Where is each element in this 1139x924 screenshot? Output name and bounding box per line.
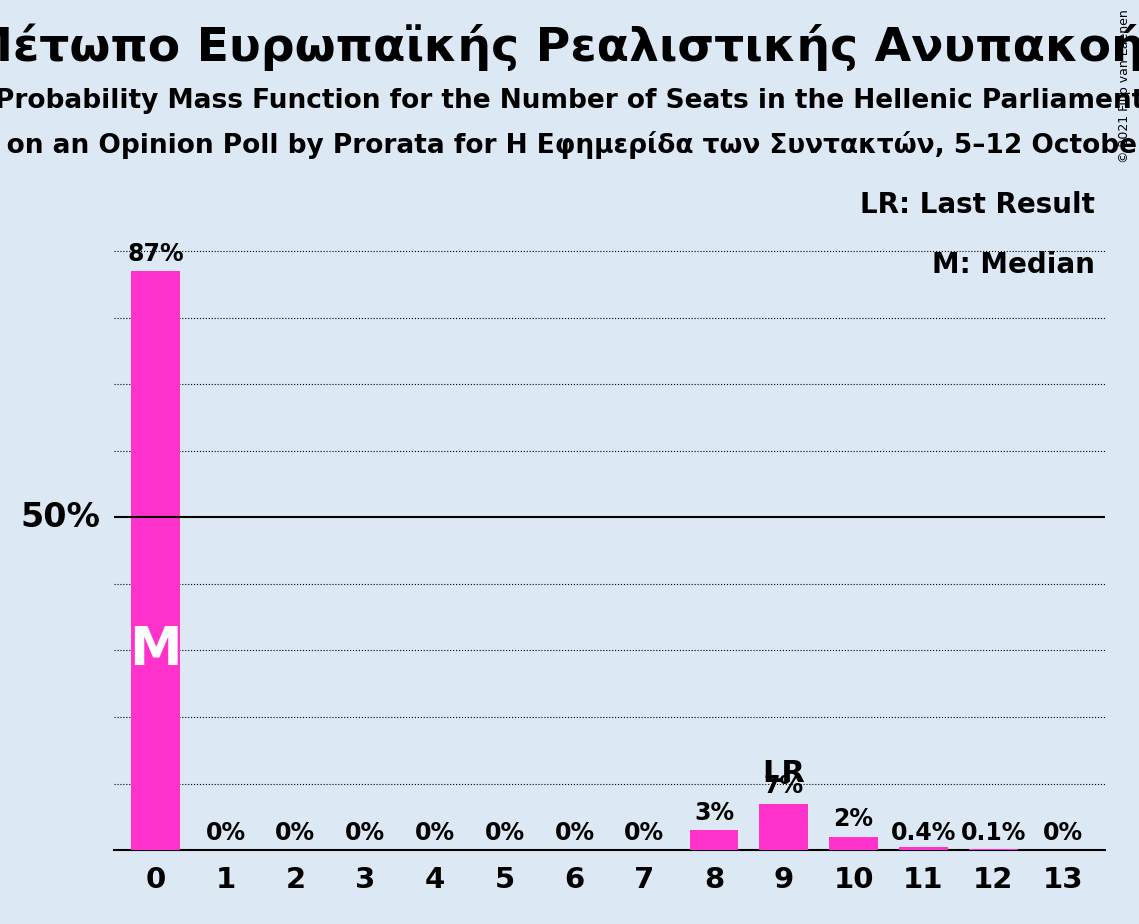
Bar [760, 804, 809, 850]
Bar [131, 272, 180, 850]
Text: 2%: 2% [834, 808, 874, 832]
Text: 0%: 0% [345, 821, 385, 845]
Text: 0.4%: 0.4% [891, 821, 956, 845]
Text: Based on an Opinion Poll by Prorata for Η Εφημερίδα των Συντακτών, 5–12 October : Based on an Opinion Poll by Prorata for … [0, 131, 1139, 159]
Text: 7%: 7% [764, 774, 804, 798]
Text: 0%: 0% [484, 821, 525, 845]
Text: 0%: 0% [1043, 821, 1083, 845]
Bar [899, 847, 948, 850]
Text: Μέτωπο Ευρωπαϊκής Ρεαλιστικής Ανυπακοής: Μέτωπο Ευρωπαϊκής Ρεαλιστικής Ανυπακοής [0, 23, 1139, 70]
Text: 0.1%: 0.1% [960, 821, 1026, 845]
Text: LR: Last Result: LR: Last Result [860, 191, 1095, 220]
Text: 0%: 0% [415, 821, 454, 845]
Text: © 2021 Filip van Laenen: © 2021 Filip van Laenen [1118, 9, 1131, 163]
Text: 87%: 87% [128, 242, 185, 266]
Text: 3%: 3% [694, 801, 735, 825]
Text: 50%: 50% [21, 501, 100, 534]
Text: 0%: 0% [205, 821, 246, 845]
Text: LR: LR [762, 760, 805, 788]
Bar [689, 830, 738, 850]
Bar [829, 837, 878, 850]
Text: Probability Mass Function for the Number of Seats in the Hellenic Parliament: Probability Mass Function for the Number… [0, 88, 1139, 114]
Text: 0%: 0% [276, 821, 316, 845]
Text: M: M [130, 625, 182, 676]
Text: M: Median: M: Median [932, 251, 1095, 279]
Text: 0%: 0% [555, 821, 595, 845]
Text: 0%: 0% [624, 821, 664, 845]
